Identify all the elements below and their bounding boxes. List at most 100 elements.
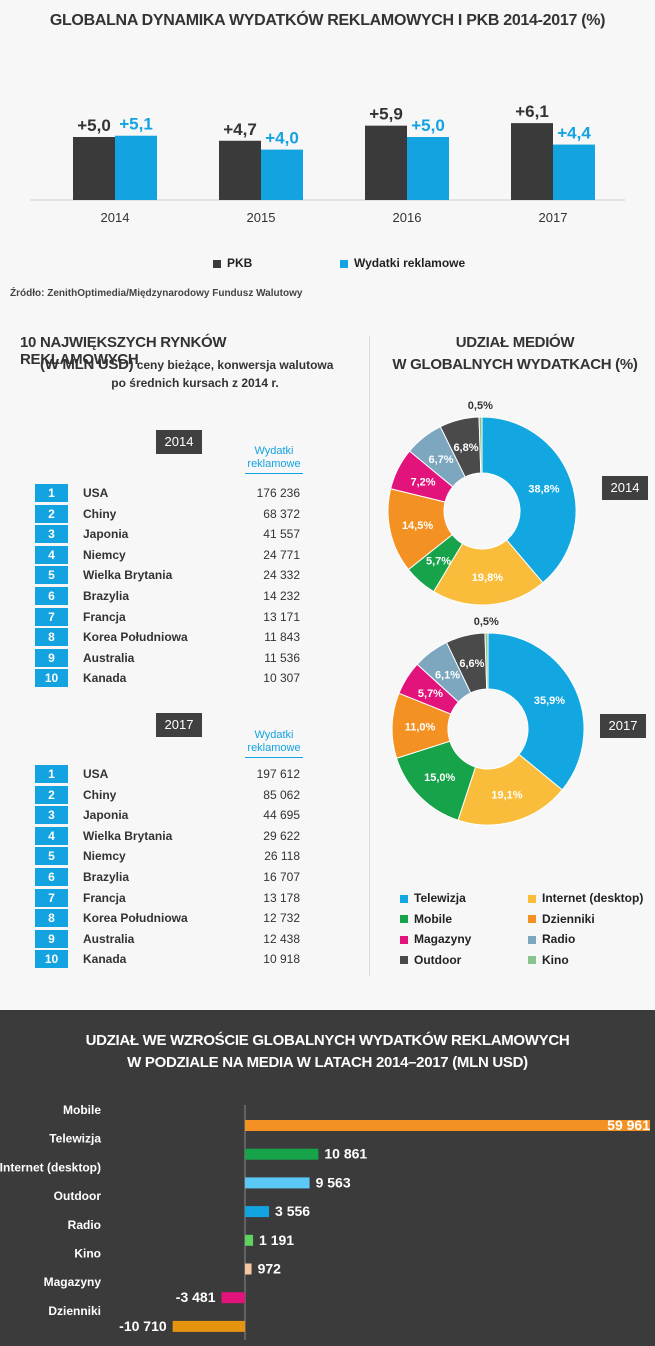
ad-spend-value: 44 695 [263,808,300,823]
ad-spend-value: 197 612 [256,767,300,781]
country-name: Japonia [83,527,129,542]
ad-spend-value: 13 171 [263,609,300,624]
hbar-internet-desktop- [245,1177,310,1189]
hbar-value-label: -3 481 [176,1289,216,1305]
rank-number: 1 [35,484,68,502]
ad-spend-value: 24 332 [263,568,300,583]
rank-number: 7 [35,607,68,626]
country-name: Francja [83,890,126,905]
bar-ad-2015 [261,149,303,200]
country-name: Chiny [83,506,117,521]
ranking-title-unit: (W MLN USD) [40,356,134,373]
donut-2014-slice-kino [478,416,483,474]
source-note: Źródło: ZenithOptimedia/Międzynarodowy F… [10,288,303,299]
hbar-magazyny [221,1292,245,1304]
donut-year-2017: 2017 [600,714,646,738]
ranking-year-2014: 2014 [156,430,202,454]
legend-pkb: PKB [213,256,252,270]
ranking-title-line2: (W MLN USD) ceny bieżące, konwersja walu… [40,356,340,373]
column-header-a: Wydatki [254,445,294,457]
rank-number: 5 [35,566,68,585]
ad-spend-value: 85 062 [263,787,300,802]
country-name: Japonia [83,808,129,823]
donut-legend-internet: Internet (desktop) [528,891,643,905]
country-name: Niemcy [83,547,126,562]
ad-spend-value: 176 236 [256,486,300,500]
rank-number: 8 [35,909,68,928]
ad-spend-value: 13 178 [263,890,300,905]
x-tick-2017: 2017 [539,210,568,225]
rank-number: 10 [35,669,68,688]
country-name: Kanada [83,952,127,967]
country-name: Korea Południowa [83,630,188,645]
media-share-donuts: 38,8% 19,8% 5,7% 14,5% 7,2% 6,7%6,8% 0,5% 35,9%… [387,400,585,826]
donut-2017-label-magazyny: 5,7% [418,688,443,700]
country-name: Korea Południowa [83,911,188,926]
hbar-dzienniki [172,1320,245,1332]
donut-2017-slice-telewizja [487,632,585,791]
growth-share-bar-chart: Mobile 59 961 Telewizja 10 861 Internet (des… [0,1103,650,1340]
hbar-category-label: Telewizja [49,1132,101,1146]
legend-ad-swatch [340,259,348,268]
ad-spend-value: 11 843 [264,630,300,645]
country-name: Kanada [83,671,127,686]
donut-2014-slice-internet [432,539,544,606]
rank-number: 6 [35,868,68,886]
ad-spend-value: 11 536 [264,650,300,665]
country-name: Niemcy [83,849,126,864]
donut-2017-label-dzienniki: 11,0% [405,722,436,734]
rank-number: 9 [35,648,68,667]
ranking-subtitle-a: ceny bieżące, konwersja walutowa [136,358,334,372]
rank-number: 7 [35,888,68,907]
country-name: Wielka Brytania [83,568,173,583]
legend-label: Outdoor [414,952,462,967]
donut-legend-radio: Radio [528,932,575,946]
bar-label-ad-2017: +4,4 [557,124,591,143]
rank-number: 4 [35,545,68,564]
x-tick-2014: 2014 [101,210,130,225]
donut-2014-label-magazyny: 7,2% [410,476,435,488]
hbar-radio [245,1234,254,1246]
country-name: Australia [83,931,135,946]
country-name: Australia [83,650,135,665]
hbar-category-label: Kino [74,1247,101,1261]
rank-number: 2 [35,785,68,804]
country-name: USA [83,486,109,500]
donut-legend-outdoor: Outdoor [400,953,461,967]
donut-2014-label-telewizja: 38,8% [528,483,559,495]
donut-2017-label-kino: 0,5% [474,616,499,628]
rank-number: 8 [35,628,68,647]
legend-label: Magazyny [414,932,472,946]
hbar-value-label: 3 556 [275,1203,310,1219]
legend-label: Mobile [414,911,452,926]
donut-legend-telewizja: Telewizja [400,891,466,905]
growth-share-panel [0,1010,655,1346]
donut-2017-slice-internet [457,753,563,826]
hbar-category-label: Mobile [63,1103,101,1117]
ranking-title-line1: 10 NAJWIĘKSZYCH RYNKÓW REKLAMOWYCH [20,334,227,368]
rank-number: 1 [35,765,68,783]
legend-pkb-label: PKB [227,256,253,270]
ad-spend-value: 29 622 [263,828,300,843]
hbar-category-label: Magazyny [44,1275,102,1289]
country-name: USA [83,767,109,781]
donut-2017-label-radio: 6,1% [435,669,460,681]
country-name: Chiny [83,787,117,802]
bar-pkb-2015 [219,140,261,200]
donut-2014-label-internet: 19,8% [472,572,503,584]
ad-spend-value: 16 707 [263,870,300,884]
legend-ad: Wydatki reklamowe [340,256,465,270]
donut-year-2014: 2014 [602,476,648,500]
legend-swatch [400,894,408,903]
donut-2014-label-dzienniki: 14,5% [402,520,433,532]
bar-label-pkb-2015: +4,7 [223,120,257,139]
bar-label-pkb-2014: +5,0 [77,116,111,135]
hbar-value-label: -10 710 [119,1318,167,1334]
rank-number: 6 [35,587,68,605]
ad-spend-value: 10 918 [263,952,300,967]
donut-2017-label-internet: 19,1% [491,789,522,801]
donut-legend-mobile: Mobile [400,912,452,926]
donut-2017-label-outdoor: 6,6% [459,658,484,670]
ad-spend-value: 41 557 [263,527,300,542]
ad-spend-value: 24 771 [263,547,300,562]
